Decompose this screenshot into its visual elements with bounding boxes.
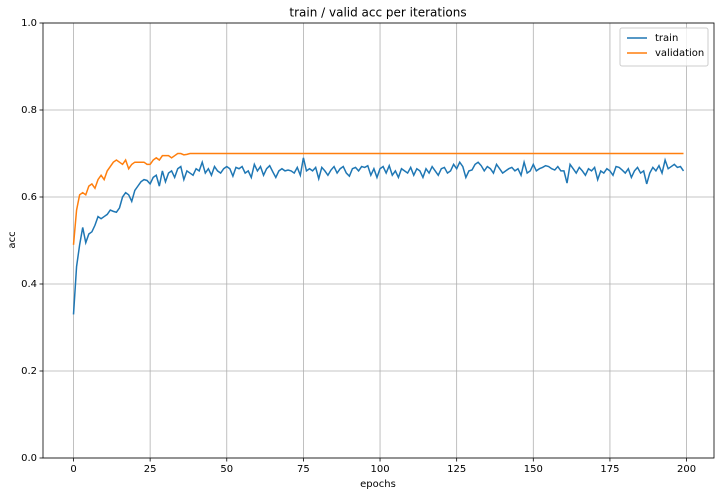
x-axis-label: epochs: [360, 479, 396, 490]
line-series: [72, 152, 684, 245]
y-tick-label: 0.0: [21, 453, 37, 464]
y-axis-label: acc: [7, 231, 18, 248]
x-tick-label: 150: [524, 464, 543, 475]
y-tick-label: 1.0: [21, 18, 37, 29]
x-tick-label: 25: [144, 464, 157, 475]
y-tick-label: 0.8: [21, 105, 37, 116]
line-series: [72, 157, 685, 315]
plot-frame: [42, 22, 715, 459]
x-tick-label: 125: [447, 464, 466, 475]
y-tick-label: 0.6: [21, 192, 37, 203]
x-tick-label: 0: [70, 464, 76, 475]
x-tick-label: 100: [370, 464, 389, 475]
x-tick-label: 50: [220, 464, 233, 475]
x-tick-label: 200: [677, 464, 696, 475]
y-tick-label: 0.2: [21, 366, 37, 377]
legend-label: train: [655, 33, 678, 44]
legend-label: validation: [655, 48, 704, 59]
x-tick-label: 175: [600, 464, 619, 475]
chart-title: train / valid acc per iterations: [289, 6, 466, 20]
y-tick-label: 0.4: [21, 279, 37, 290]
x-tick-label: 75: [297, 464, 310, 475]
